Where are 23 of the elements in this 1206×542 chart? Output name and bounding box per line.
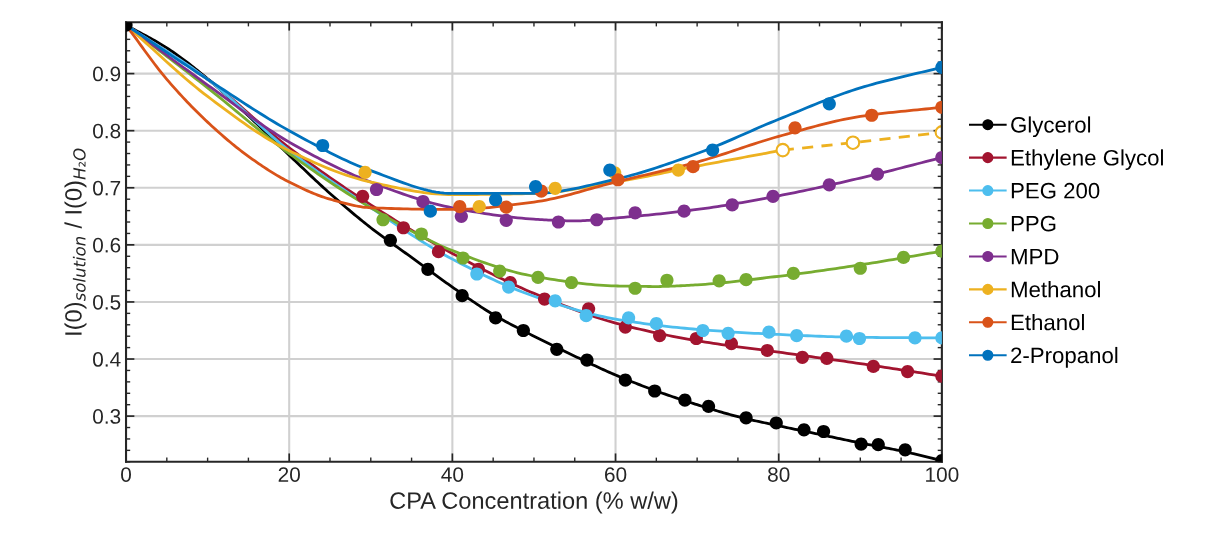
legend-label: Glycerol [1011, 116, 1091, 138]
y-tick-label: 0.7 [93, 180, 121, 196]
y-tick-label: 0.4 [93, 352, 121, 367]
y-tick-label: 0.9 [93, 66, 121, 82]
legend-label: 2-Propanol [1011, 346, 1118, 368]
legend-label: Ethylene Glycol [1011, 149, 1163, 171]
legend-label: MPD [1011, 248, 1059, 265]
legend-label: Methanol [1011, 281, 1100, 298]
y-tick-label: 0.5 [93, 294, 121, 310]
y-tick-label: 0.3 [93, 409, 121, 424]
legend-label: PPG [1011, 215, 1056, 232]
x-axis-title: CPA Concentration (% w/w) [390, 491, 678, 514]
x-tick-label: 80 [768, 467, 790, 482]
x-tick-label: 40 [441, 467, 464, 482]
x-tick-label: 20 [278, 467, 300, 482]
x-tick-label: 60 [605, 467, 627, 482]
x-tick-label: 100 [926, 467, 959, 482]
y-tick-label: 0.6 [93, 237, 121, 253]
y-axis-title: I(0)$_{solution}$ / I(0)$_{H₂O}$ [64, 148, 87, 335]
legend-label: Ethanol [1011, 313, 1084, 331]
legend-label: PEG 200 [1011, 182, 1100, 199]
y-tick-label: 0.8 [93, 123, 121, 139]
x-tick-label: 0 [121, 467, 132, 482]
